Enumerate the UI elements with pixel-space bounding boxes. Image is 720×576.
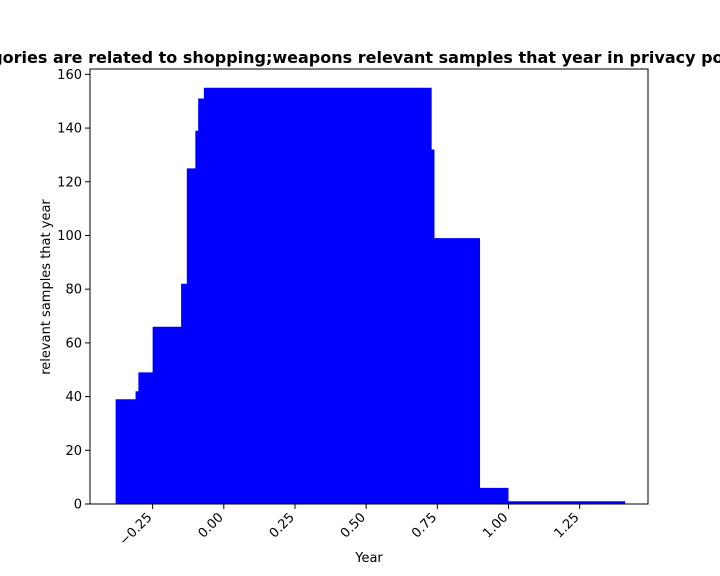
y-tick-label: 80 [65,283,82,298]
y-tick-label: 120 [57,175,82,190]
x-tick-label: 0.00 [196,510,227,541]
y-tick-label: 140 [57,122,82,137]
y-tick-label: 40 [65,390,82,405]
y-axis: 0 20 40 60 80 100 120 140 160 [57,68,90,513]
y-tick-label: 100 [57,229,82,244]
plot-frame [89,68,649,505]
y-axis-label: relevant samples that year [39,199,54,375]
x-axis-label: Year [354,551,383,566]
x-tick-label: 0.75 [409,510,440,541]
y-tick-label: 60 [65,336,82,351]
chart-title: Categories are related to shopping;weapo… [0,48,720,67]
area-series-0 [115,87,626,505]
y-tick-label: 160 [57,68,82,83]
x-axis: −0.25 0.00 0.25 0.50 0.75 1.00 1.25 [117,504,583,549]
x-tick-label: 0.25 [267,510,298,541]
x-tick-label: 0.50 [338,510,369,541]
chart-marks [115,87,626,505]
x-tick-label: −0.25 [117,510,156,549]
x-tick-label: 1.00 [480,510,511,541]
y-tick-label: 0 [74,498,82,513]
y-tick-label: 20 [65,444,82,459]
x-tick-label: 1.25 [551,510,582,541]
